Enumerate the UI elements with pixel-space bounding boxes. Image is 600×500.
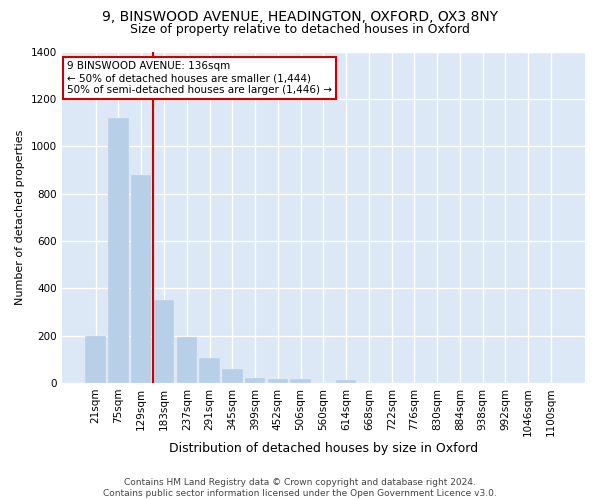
Text: Contains HM Land Registry data © Crown copyright and database right 2024.
Contai: Contains HM Land Registry data © Crown c… <box>103 478 497 498</box>
X-axis label: Distribution of detached houses by size in Oxford: Distribution of detached houses by size … <box>169 442 478 455</box>
Y-axis label: Number of detached properties: Number of detached properties <box>15 130 25 305</box>
Bar <box>176 338 197 383</box>
Text: 9 BINSWOOD AVENUE: 136sqm
← 50% of detached houses are smaller (1,444)
50% of se: 9 BINSWOOD AVENUE: 136sqm ← 50% of detac… <box>67 62 332 94</box>
Bar <box>108 118 129 383</box>
Bar <box>131 174 151 383</box>
Bar <box>154 300 174 383</box>
Bar <box>336 380 356 383</box>
Bar <box>222 370 242 383</box>
Text: Size of property relative to detached houses in Oxford: Size of property relative to detached ho… <box>130 22 470 36</box>
Text: 9, BINSWOOD AVENUE, HEADINGTON, OXFORD, OX3 8NY: 9, BINSWOOD AVENUE, HEADINGTON, OXFORD, … <box>102 10 498 24</box>
Bar <box>290 380 311 383</box>
Bar <box>199 358 220 383</box>
Bar <box>85 336 106 383</box>
Bar <box>245 378 265 383</box>
Bar <box>268 378 288 383</box>
